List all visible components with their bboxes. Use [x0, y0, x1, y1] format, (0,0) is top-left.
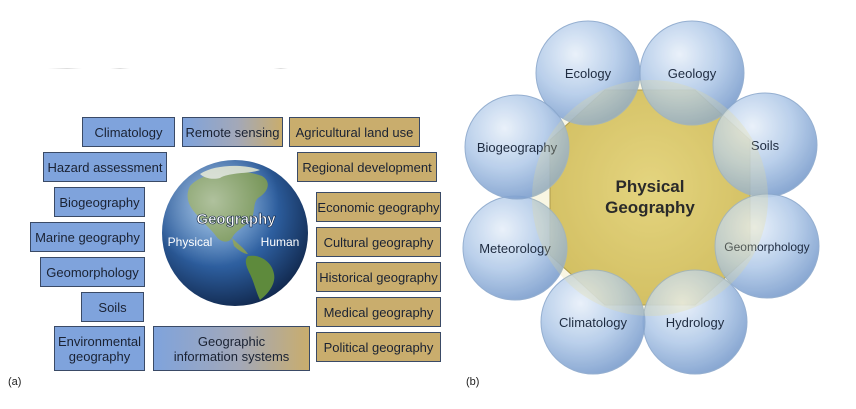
circle-geomorphology-label: Geomorphology: [724, 240, 809, 254]
panel-b-label: (b): [466, 376, 480, 388]
center-title-line1: Physical: [616, 177, 685, 196]
globe-right-label: Human: [261, 235, 300, 249]
circle-soils-label: Soils: [751, 138, 780, 153]
box-climatology: Climatology: [82, 117, 175, 147]
box-agricultural-land-use: Agricultural land use: [289, 117, 420, 147]
box-soils: Soils: [81, 292, 144, 322]
circle-biogeography-label: Biogeography: [477, 140, 558, 155]
box-economic-geography: Economic geography: [316, 192, 441, 222]
globe-title: Geography: [196, 211, 276, 228]
box-political-geography: Political geography: [316, 332, 441, 362]
circle-ecology-label: Ecology: [565, 66, 612, 81]
circle-meteorology: Meteorology: [462, 195, 568, 301]
circle-hydrology: Hydrology: [642, 269, 748, 375]
box-medical-geography: Medical geography: [316, 297, 441, 327]
globe-shine: [162, 160, 308, 306]
box-remote-sensing: Remote sensing: [182, 117, 283, 147]
circle-hydrology-label: Hydrology: [666, 315, 725, 330]
panel-b-diagram: Ecology Geology Soils Geomorphology Hydr…: [462, 20, 820, 375]
faint-marks: [48, 68, 288, 69]
box-cultural-geography: Cultural geography: [316, 227, 441, 257]
circle-biogeography: Biogeography: [464, 94, 570, 200]
circle-climatology-label: Climatology: [559, 315, 627, 330]
box-biogeography: Biogeography: [54, 187, 145, 217]
circle-geology: Geology: [639, 20, 745, 126]
circle-geomorphology: Geomorphology: [714, 193, 820, 299]
box-geomorphology: Geomorphology: [40, 257, 145, 287]
circle-meteorology-label: Meteorology: [479, 241, 551, 256]
box-environmental-geography: Environmental geography: [54, 326, 145, 371]
box-historical-geography: Historical geography: [316, 262, 441, 292]
circle-soils: Soils: [712, 92, 818, 198]
globe: Geography Physical Human: [162, 160, 308, 306]
box-regional-development: Regional development: [297, 152, 437, 182]
center-overlap-disc: [532, 80, 768, 316]
box-hazard-assessment: Hazard assessment: [43, 152, 167, 182]
panel-a-label: (a): [8, 376, 22, 388]
center-title-line2: Geography: [605, 198, 695, 217]
box-gis: Geographic information systems: [153, 326, 310, 371]
circle-climatology: Climatology: [540, 269, 646, 375]
circle-geology-label: Geology: [668, 66, 717, 81]
box-marine-geography: Marine geography: [30, 222, 145, 252]
globe-left-label: Physical: [168, 235, 213, 249]
